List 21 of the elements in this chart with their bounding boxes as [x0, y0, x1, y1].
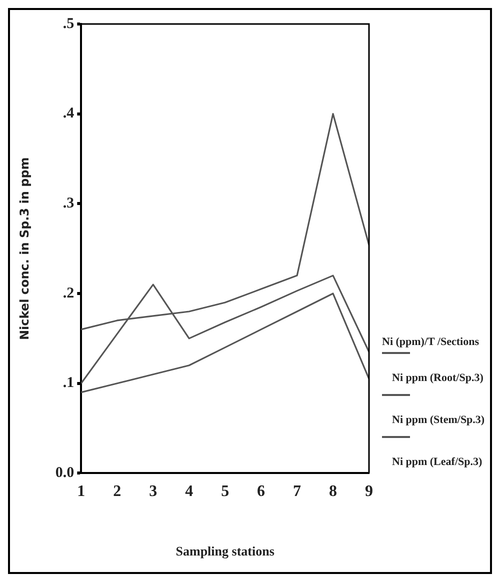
- text: Ni ppm (Stem/Sp.3): [392, 414, 486, 426]
- y-tick-label: .4: [62, 106, 75, 122]
- y-tick-label: .2: [62, 285, 74, 302]
- x-tick-label: 9: [365, 482, 373, 500]
- text: Ni ppm (Root/Sp.3): [392, 372, 484, 384]
- x-tick-label: 8: [329, 482, 338, 500]
- text: Ni ppm (Leaf/Sp.3): [392, 456, 484, 468]
- x-axis-title: Sampling stations: [176, 544, 274, 559]
- y-tick-label: 0.0: [55, 465, 74, 482]
- x-tick-label: 7: [293, 482, 302, 500]
- y-tick-label: .1: [62, 375, 74, 392]
- x-tick-label: 2: [113, 482, 122, 500]
- y-tick-label: .3: [62, 196, 74, 212]
- x-tick-label: 3: [149, 482, 158, 500]
- legend-title: Ni (ppm)/T /Sections: [382, 336, 480, 348]
- x-tick-label: 6: [257, 482, 266, 500]
- x-tick-label: 5: [221, 482, 230, 500]
- x-tick-label: 4: [185, 482, 194, 500]
- y-tick-label: .5: [62, 16, 74, 32]
- x-tick-label: 1: [77, 482, 86, 500]
- y-axis-title: Nickel conc. in Sp.3 in ppm: [17, 157, 32, 340]
